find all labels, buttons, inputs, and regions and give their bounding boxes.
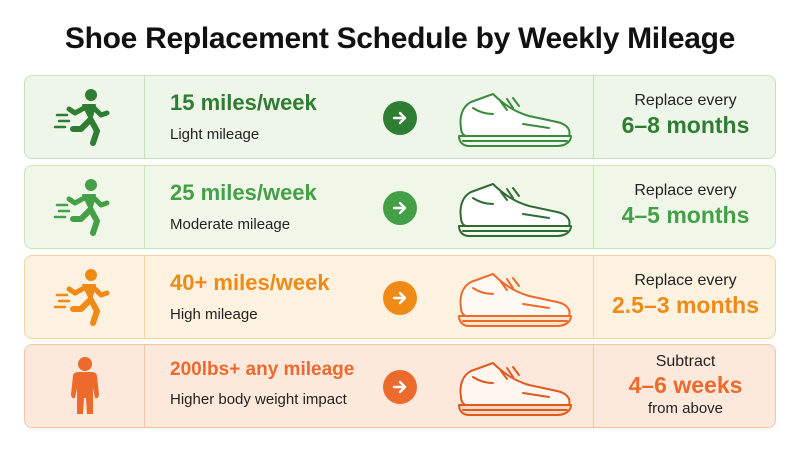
mileage-description: Moderate mileage: [170, 216, 291, 233]
page-title: Shoe Replacement Schedule by Weekly Mile…: [64, 22, 736, 55]
standing-person-icon: [70, 357, 99, 414]
runner-icon-cell: [25, 76, 145, 158]
running-shoe-icon: [458, 183, 572, 237]
mileage-info: 40+ miles/week High mileage: [170, 270, 390, 323]
mileage-label: 15 miles/week: [170, 90, 317, 115]
runner-icon-cell: [25, 256, 145, 338]
replacement-result: Replace every 6–8 months: [593, 76, 777, 158]
running-shoe-icon: [458, 362, 572, 416]
result-value: 2.5–3 months: [612, 292, 759, 318]
mileage-info: 15 miles/week Light mileage: [170, 90, 390, 143]
schedule-row-25-miles: 25 miles/week Moderate mileage Replace e…: [24, 165, 776, 249]
result-value: 6–8 months: [621, 112, 750, 138]
result-value: 4–5 months: [621, 202, 750, 228]
mileage-label: 25 miles/week: [170, 180, 317, 205]
schedule-row-40-miles: 40+ miles/week High mileage Replace ever…: [24, 255, 776, 339]
schedule-row-body-weight: 200lbs+ any mileage Higher body weight i…: [24, 344, 776, 428]
mileage-info: 25 miles/week Moderate mileage: [170, 180, 390, 233]
result-prefix: Replace every: [634, 92, 737, 109]
running-person-icon: [53, 179, 109, 236]
arrow-right-icon: [383, 281, 417, 315]
running-shoe-icon: [458, 93, 572, 147]
running-person-icon: [53, 269, 109, 326]
schedule-row-15-miles: 15 miles/week Light mileage Replace ever…: [24, 75, 776, 159]
arrow-right-icon: [383, 370, 417, 404]
running-person-icon: [53, 89, 109, 146]
result-prefix: Replace every: [634, 182, 737, 199]
runner-icon-cell: [25, 166, 145, 248]
mileage-description: Light mileage: [170, 126, 260, 143]
arrow-right-icon: [383, 101, 417, 135]
mileage-description: High mileage: [170, 306, 258, 323]
result-prefix: Subtract: [655, 353, 716, 370]
replacement-result: Replace every 2.5–3 months: [593, 256, 777, 338]
mileage-label: 200lbs+ any mileage: [170, 359, 355, 380]
replacement-result: Replace every 4–5 months: [593, 166, 777, 248]
running-shoe-icon: [458, 273, 572, 327]
result-suffix: from above: [647, 400, 724, 417]
replacement-result: Subtract 4–6 weeks from above: [593, 345, 777, 427]
result-prefix: Replace every: [634, 272, 737, 289]
person-icon-cell: [25, 345, 145, 427]
arrow-right-icon: [383, 191, 417, 225]
mileage-label: 40+ miles/week: [170, 270, 330, 295]
mileage-description: Higher body weight impact: [170, 391, 347, 408]
mileage-info: 200lbs+ any mileage Higher body weight i…: [170, 359, 390, 408]
result-value: 4–6 weeks: [628, 372, 743, 398]
